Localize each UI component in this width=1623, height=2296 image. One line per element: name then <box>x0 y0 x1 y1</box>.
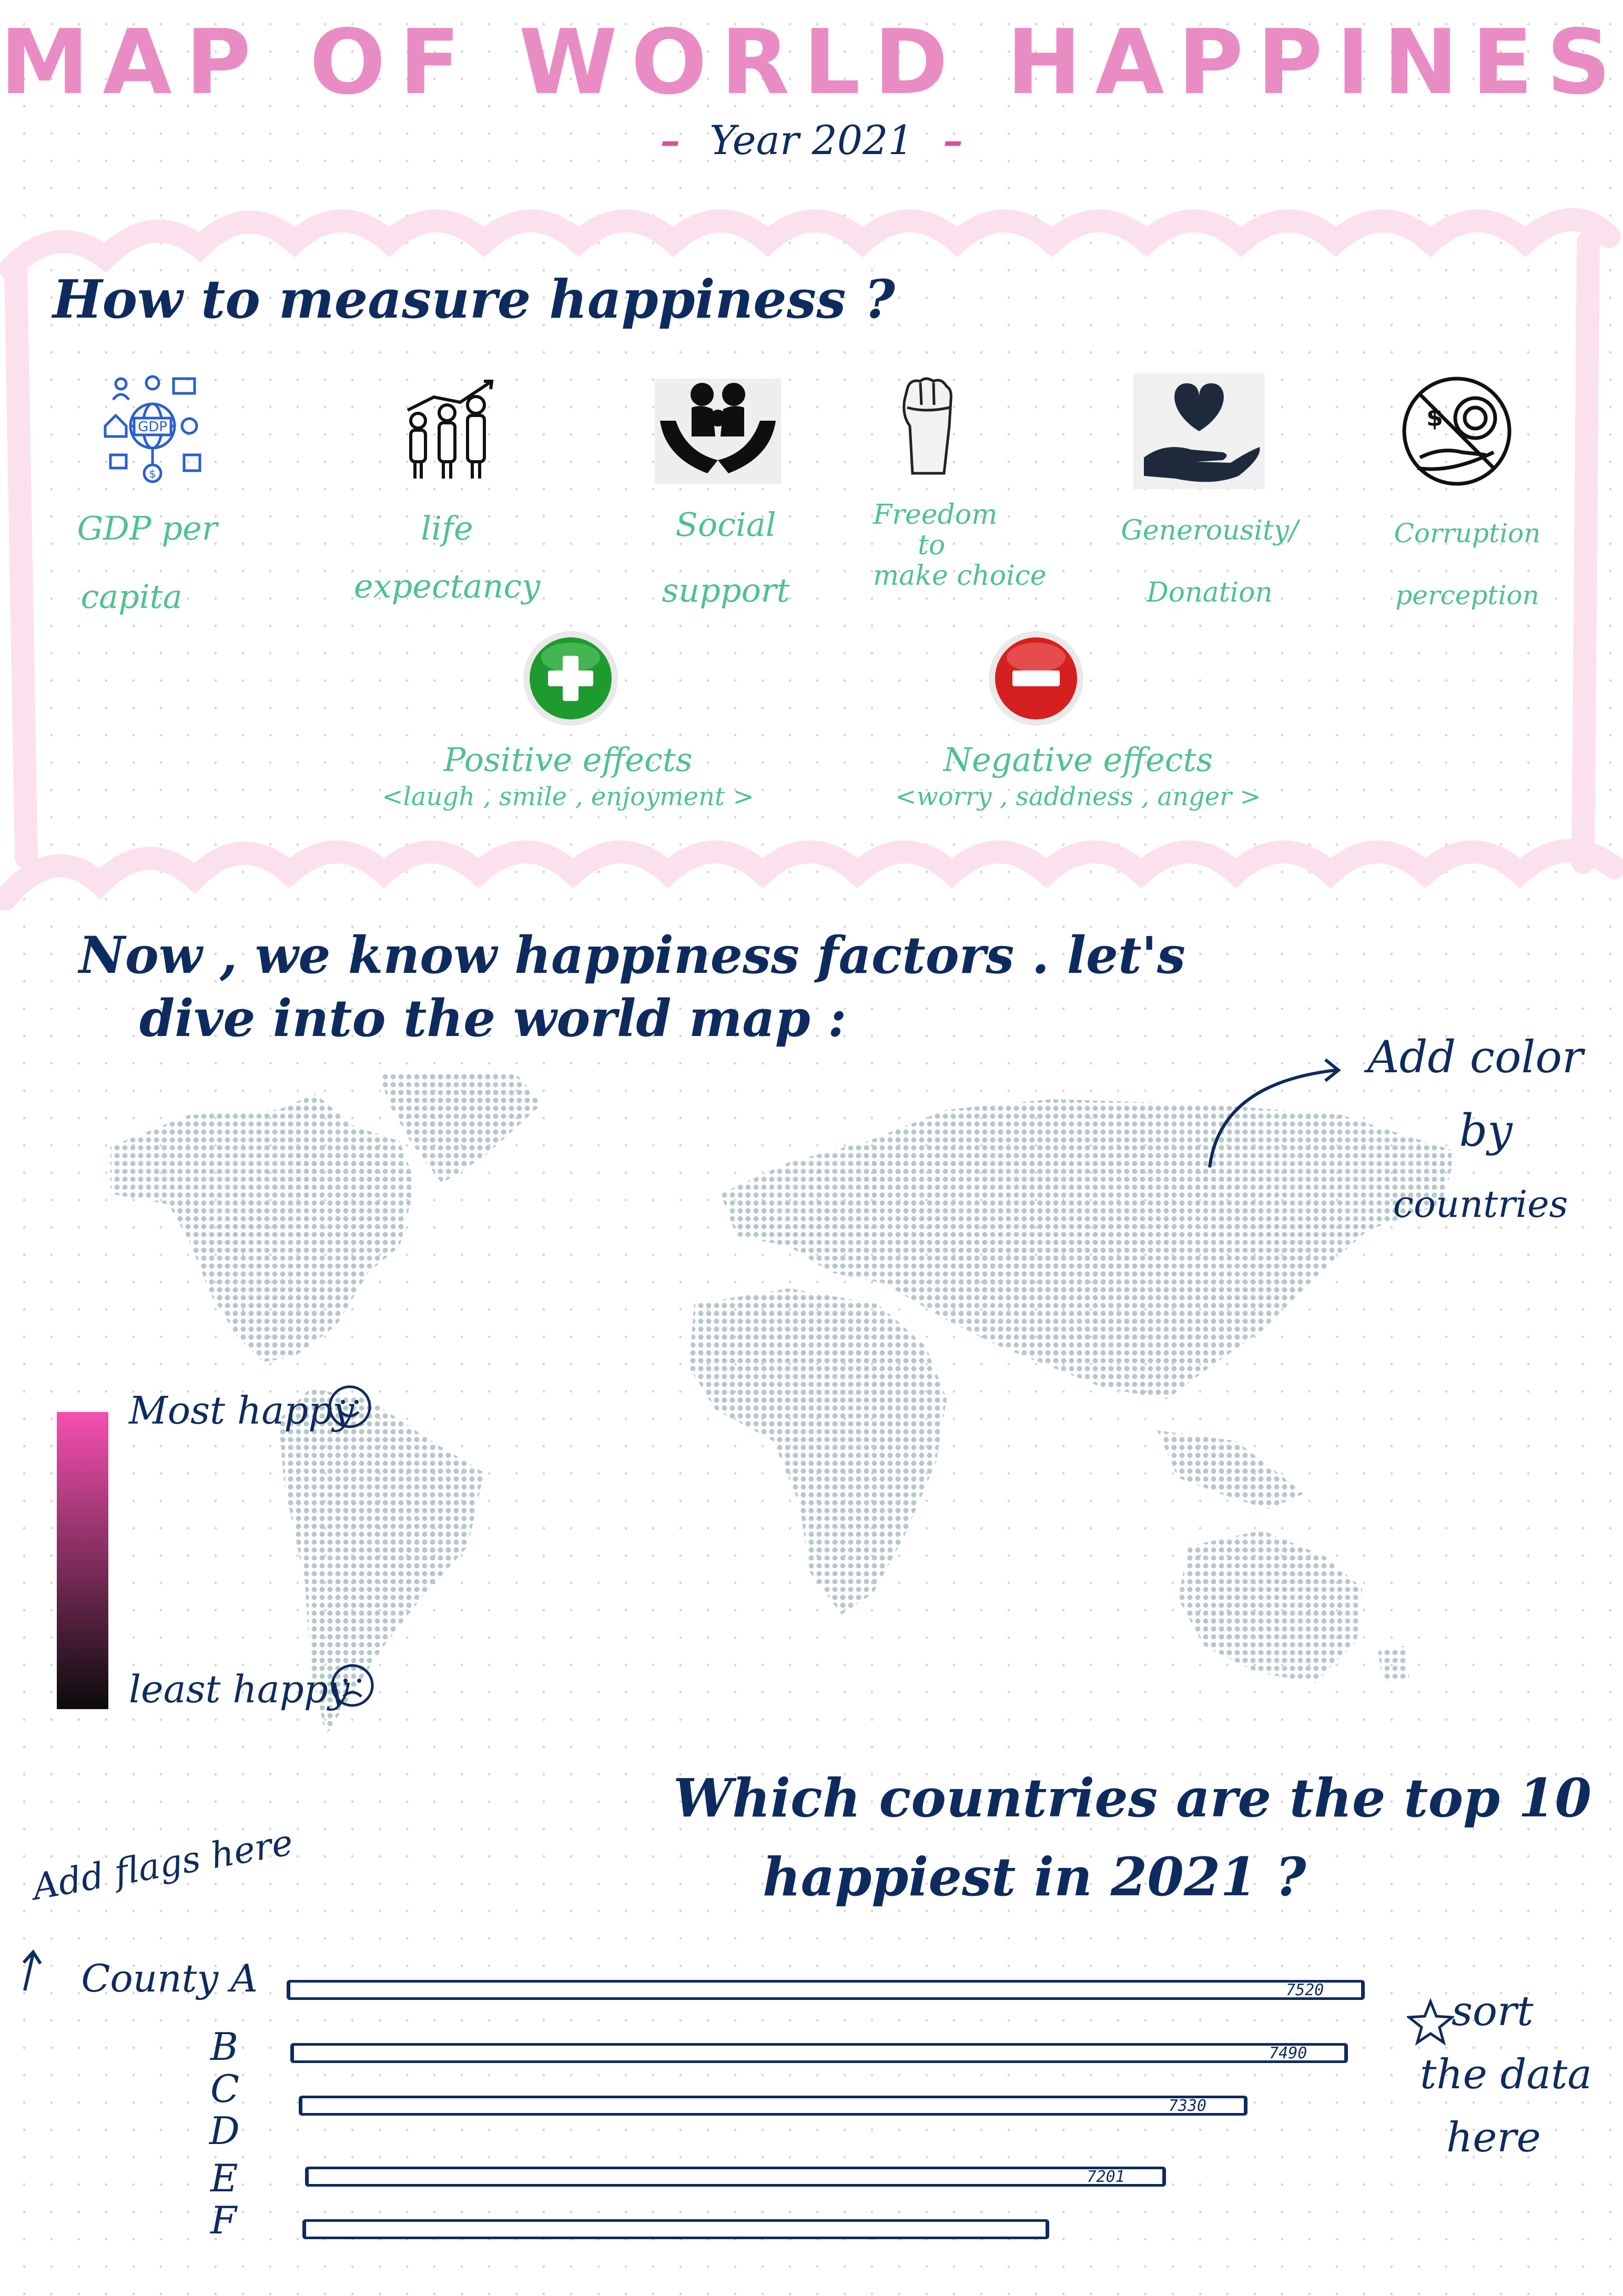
svg-text:GDP: GDP <box>138 419 167 435</box>
bar-category-label: E <box>210 2156 238 2200</box>
map-eurasia <box>721 1099 1452 1399</box>
bar-category-label: B <box>210 2025 238 2069</box>
map-note-line1: Add color <box>1367 1031 1584 1083</box>
map-note-line3: countries <box>1393 1183 1568 1226</box>
page-title: MAP OF WORLD HAPPINESS <box>0 11 1623 115</box>
chart-heading-line2: happiest in 2021 ? <box>763 1846 1306 1908</box>
raised-fist-icon <box>902 377 952 475</box>
factor-generosity-line2: Donation <box>1147 577 1273 608</box>
svg-text:$: $ <box>149 468 156 480</box>
factor-freedom-line1: Freedom <box>873 499 998 531</box>
flag-note: Add flags here <box>29 1822 296 1908</box>
negative-effects-examples: <worry , saddness , anger > <box>895 782 1261 811</box>
star-icon <box>1407 1998 1454 2046</box>
dash-right: – <box>942 117 963 164</box>
year-text: Year 2021 <box>709 117 914 164</box>
map-heading-line2: dive into the world map : <box>139 989 847 1048</box>
plus-circle-icon <box>523 631 618 726</box>
factor-corruption-line1: Corruption <box>1394 518 1541 548</box>
factor-freedom-line2: to <box>918 530 946 561</box>
map-north-america <box>110 1094 415 1362</box>
dotted-world-map <box>110 1073 1452 1735</box>
year-subtitle: – Year 2021– <box>0 117 1623 164</box>
bar <box>287 1980 1365 2000</box>
factor-life-line2: expectancy <box>353 567 541 605</box>
bar <box>299 2096 1247 2116</box>
factor-label-generosity: Generousity/ Donation <box>1104 500 1315 624</box>
arrow-to-map-note <box>1208 1058 1341 1168</box>
map-heading-line1: Now , we know happiness factors . let's <box>79 926 1185 985</box>
bar <box>290 2043 1348 2063</box>
factor-life-line1: life <box>421 509 473 547</box>
map-south-america <box>279 1388 484 1735</box>
map-africa <box>689 1288 947 1614</box>
negative-effects-title: Negative effects <box>943 740 1213 779</box>
sort-note-line2: the data <box>1420 2051 1592 2098</box>
people-growth-icon <box>407 380 494 479</box>
no-bribery-icon: $ <box>1402 377 1512 486</box>
bar-value-label: 7490 <box>1269 2044 1307 2063</box>
bar-value-label: 7330 <box>1168 2097 1206 2115</box>
bar <box>305 2167 1166 2187</box>
map-note-line2: by <box>1459 1105 1513 1156</box>
sort-note-line1: sort <box>1452 1988 1534 2035</box>
positive-effects-examples: <laugh , smile , enjoyment > <box>382 782 754 811</box>
smiley-face-icon <box>328 1385 371 1428</box>
factor-label-gdp: GDP per capita <box>63 494 231 631</box>
bar-category-label: D <box>209 2109 240 2153</box>
happiness-color-scale <box>57 1412 108 1709</box>
bar-category-label: County A <box>81 1956 258 2000</box>
sad-face-icon <box>331 1664 374 1707</box>
legend-most-happy: Most happy <box>129 1388 354 1433</box>
sort-note-line3: here <box>1446 2114 1541 2161</box>
measure-heading: How to measure happiness ? <box>53 268 895 330</box>
dash-left: – <box>660 117 681 164</box>
factor-freedom-line3: make choice <box>873 560 1047 592</box>
chart-heading-line1: Which countries are the top 10 <box>673 1767 1592 1829</box>
negative-effects-label: Negative effects <worry , saddness , ang… <box>889 741 1267 815</box>
factor-social-line1: Social <box>675 505 776 544</box>
factor-gdp-line1: GDP per <box>77 509 218 547</box>
legend-least-happy: least happy <box>129 1667 350 1711</box>
bar-value-label: 7201 <box>1087 2168 1125 2186</box>
factor-label-social: Social support <box>652 492 799 623</box>
svg-text:$: $ <box>1426 403 1443 432</box>
factor-social-line2: support <box>662 571 790 609</box>
map-southeast-asia-islands <box>1157 1430 1304 1509</box>
bar-category-label: F <box>210 2198 237 2242</box>
bar <box>302 2219 1049 2239</box>
minus-circle-icon <box>989 631 1083 726</box>
positive-effects-title: Positive effects <box>443 740 693 779</box>
flag-note-arrow-icon <box>22 1949 42 1991</box>
positive-effects-label: Positive effects <laugh , smile , enjoym… <box>368 741 768 815</box>
heart-hand-icon <box>1133 373 1265 489</box>
factor-label-corruption: Corruption perception <box>1378 502 1557 626</box>
bar-category-label: C <box>210 2067 240 2111</box>
factor-label-life: life expectancy <box>347 494 547 621</box>
factor-gdp-line2: capita <box>80 577 182 616</box>
factor-label-freedom: Freedom to make choice <box>873 500 1073 591</box>
map-greenland <box>379 1073 542 1183</box>
family-hands-icon <box>655 379 781 484</box>
pink-wavy-frame <box>0 208 1623 911</box>
factor-generosity-line1: Generousity/ <box>1121 515 1299 546</box>
gdp-network-icon: GDP $ <box>104 375 201 483</box>
map-australia <box>1178 1530 1362 1683</box>
bar-value-label: 7520 <box>1286 1981 1324 1999</box>
map-new-zealand <box>1378 1646 1409 1683</box>
factor-corruption-line2: perception <box>1395 580 1539 611</box>
map-color-note: Add color by countries <box>1367 1020 1583 1241</box>
